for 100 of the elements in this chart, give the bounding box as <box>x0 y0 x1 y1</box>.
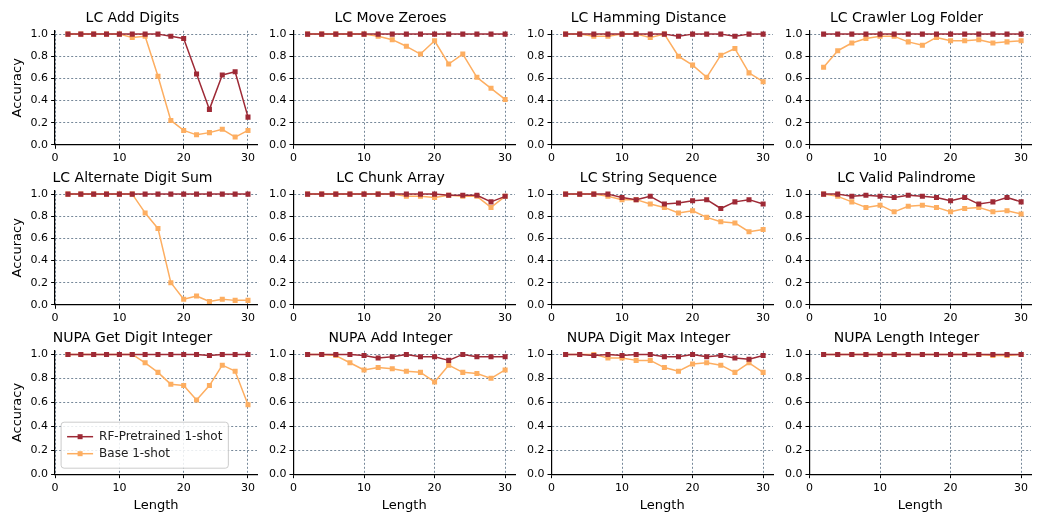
x-tick-label: 10 <box>615 480 630 494</box>
y-tick-label: 1.0 <box>526 26 545 40</box>
y-tick-label: 0.4 <box>30 93 49 107</box>
chart-title: LC String Sequence <box>579 169 718 186</box>
y-tick-label: 1.0 <box>526 347 545 361</box>
x-tick-label: 30 <box>1014 151 1029 165</box>
y-tick-label: 0.8 <box>526 371 545 385</box>
x-tick-label: 0 <box>805 480 813 494</box>
y-tick-label: 0.8 <box>526 209 545 223</box>
y-axis-title: Accuracy <box>9 382 25 443</box>
x-tick-label: 30 <box>756 480 771 494</box>
y-tick-label: 1.0 <box>784 347 803 361</box>
y-tick-label: 0.4 <box>268 93 287 107</box>
x-tick-label: 0 <box>289 151 297 165</box>
y-tick-label: 0.6 <box>30 231 49 245</box>
x-tick-label: 20 <box>685 311 700 325</box>
y-tick-label: 0.0 <box>526 137 545 151</box>
x-tick-label: 20 <box>176 151 191 165</box>
y-tick-label: 1.0 <box>784 186 803 200</box>
chart-title: LC Add Digits <box>85 9 180 26</box>
x-tick-label: 20 <box>685 480 700 494</box>
y-tick-label: 0.4 <box>30 419 49 433</box>
x-tick-label: 30 <box>241 480 255 494</box>
y-tick-label: 0.6 <box>30 395 49 409</box>
y-tick-label: 0.2 <box>30 443 49 457</box>
legend-label: RF-Pretrained 1-shot <box>99 428 223 443</box>
y-tick-label: 0.4 <box>526 93 545 107</box>
y-axis-title: Accuracy <box>9 217 25 278</box>
chart-title: NUPA Length Integer <box>833 329 980 346</box>
y-tick-label: 0.2 <box>784 275 803 289</box>
x-tick-label: 20 <box>176 311 191 325</box>
y-tick-label: 0.4 <box>784 419 803 433</box>
y-tick-label: 0.0 <box>268 297 287 311</box>
y-tick-label: 0.4 <box>784 253 803 267</box>
y-tick-label: 0.8 <box>268 49 287 63</box>
chart-title: LC Hamming Distance <box>570 9 727 26</box>
chart-title: NUPA Get Digit Integer <box>52 329 213 346</box>
x-axis-title: Length <box>639 496 685 512</box>
x-tick-label: 30 <box>756 311 771 325</box>
y-tick-label: 0.8 <box>30 371 49 385</box>
y-tick-label: 0.4 <box>30 253 49 267</box>
chart-title: LC Move Zeroes <box>334 9 447 26</box>
x-tick-label: 0 <box>547 311 555 325</box>
y-tick-label: 0.6 <box>30 71 49 85</box>
y-tick-label: 1.0 <box>30 186 49 200</box>
x-tick-label: 0 <box>51 151 59 165</box>
y-tick-label: 0.2 <box>30 275 49 289</box>
y-tick-label: 0.6 <box>268 395 287 409</box>
x-axis-title: Length <box>133 496 179 512</box>
x-tick-label: 20 <box>943 151 958 165</box>
x-tick-label: 30 <box>498 480 513 494</box>
x-axis-title: Length <box>897 496 943 512</box>
x-tick-label: 10 <box>873 480 888 494</box>
x-tick-label: 0 <box>805 151 813 165</box>
y-tick-label: 0.2 <box>268 443 287 457</box>
y-tick-label: 1.0 <box>784 26 803 40</box>
x-tick-label: 10 <box>357 311 372 325</box>
legend-label: Base 1-shot <box>99 445 171 460</box>
x-tick-label: 10 <box>615 151 630 165</box>
y-tick-label: 0.2 <box>526 275 545 289</box>
x-axis-title: Length <box>381 496 427 512</box>
x-tick-label: 0 <box>51 480 59 494</box>
y-tick-label: 0.0 <box>30 467 49 481</box>
y-tick-label: 0.0 <box>268 467 287 481</box>
y-tick-label: 0.2 <box>526 443 545 457</box>
x-tick-label: 0 <box>289 480 297 494</box>
y-tick-label: 0.2 <box>30 115 49 129</box>
x-tick-label: 10 <box>873 311 888 325</box>
x-tick-label: 20 <box>427 480 442 494</box>
y-tick-label: 0.8 <box>268 371 287 385</box>
y-tick-label: 0.6 <box>268 231 287 245</box>
x-tick-label: 10 <box>873 151 888 165</box>
chart-title: NUPA Add Integer <box>328 329 453 346</box>
x-tick-label: 20 <box>176 480 191 494</box>
y-tick-label: 0.2 <box>268 275 287 289</box>
y-tick-label: 0.6 <box>784 395 803 409</box>
y-tick-label: 0.0 <box>526 467 545 481</box>
y-tick-label: 0.8 <box>784 371 803 385</box>
y-tick-label: 0.6 <box>268 71 287 85</box>
x-tick-label: 0 <box>547 480 555 494</box>
y-tick-label: 0.0 <box>784 467 803 481</box>
chart-title: LC Valid Palindrome <box>837 169 976 186</box>
x-tick-label: 20 <box>427 151 442 165</box>
x-tick-label: 10 <box>112 480 127 494</box>
y-tick-label: 0.4 <box>526 419 545 433</box>
x-tick-label: 0 <box>805 311 813 325</box>
y-tick-label: 1.0 <box>30 26 49 40</box>
x-tick-label: 20 <box>427 311 442 325</box>
y-axis-title: Accuracy <box>9 57 25 118</box>
x-tick-label: 10 <box>615 311 630 325</box>
x-tick-label: 20 <box>685 151 700 165</box>
y-tick-label: 0.8 <box>784 209 803 223</box>
y-tick-label: 1.0 <box>268 26 287 40</box>
x-tick-label: 20 <box>943 480 958 494</box>
y-tick-label: 0.4 <box>784 93 803 107</box>
y-tick-label: 0.8 <box>30 49 49 63</box>
x-tick-label: 10 <box>357 480 372 494</box>
x-tick-label: 0 <box>51 311 59 325</box>
x-tick-label: 10 <box>357 151 372 165</box>
chart-title: LC Alternate Digit Sum <box>52 169 213 186</box>
